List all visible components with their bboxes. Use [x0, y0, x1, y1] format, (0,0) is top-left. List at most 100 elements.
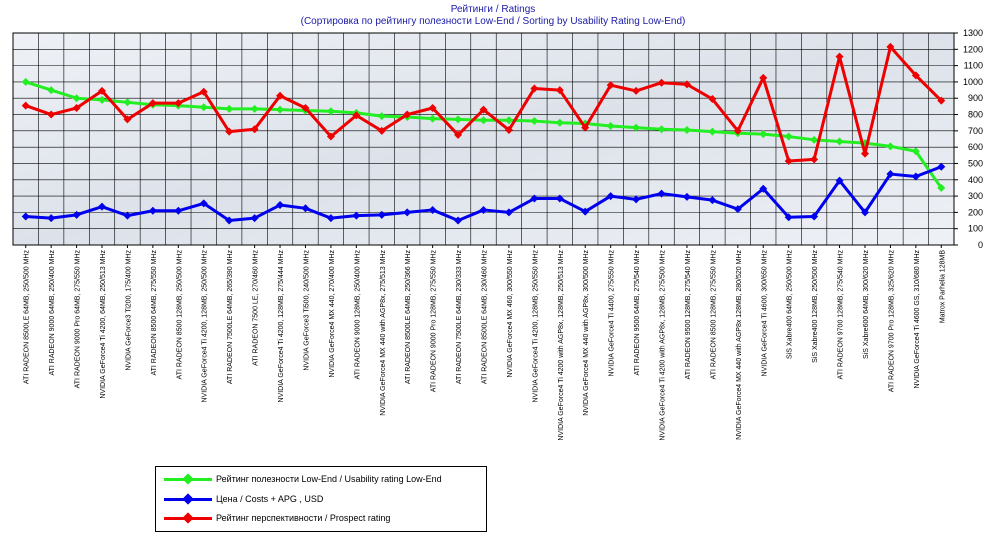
y-tick-label: 800 — [968, 110, 983, 120]
data-point — [377, 210, 386, 219]
data-point — [301, 204, 310, 213]
x-tick-label: ATI RADEON 8500LE 64MB, 250/366 MHz — [405, 250, 412, 385]
y-tick-label: 600 — [968, 142, 983, 152]
data-point — [276, 105, 285, 114]
x-tick-label: NVIDIA GeForce4 MX 440 with AGP8x, 275/5… — [380, 250, 387, 416]
x-tick-label: NVIDIA GeForce4 Ti 4600 GS, 310/680 MHz — [914, 250, 921, 389]
data-point — [72, 94, 81, 103]
data-point — [454, 216, 463, 225]
data-point — [784, 132, 793, 141]
data-point — [326, 107, 335, 116]
data-point — [352, 211, 361, 220]
x-tick-label: ATI RADEON 8500LE 64MB, 250/500 MHz — [24, 250, 31, 385]
data-point — [657, 78, 666, 87]
data-point — [250, 104, 259, 113]
data-point — [479, 116, 488, 125]
x-tick-label: ATI RADEON 9500 64MB, 275/540 MHz — [634, 250, 641, 376]
legend-swatch-green — [164, 472, 212, 486]
chart-title: Рейтинги / Ratings — [450, 4, 536, 15]
data-point — [708, 196, 717, 205]
data-point — [98, 86, 107, 95]
data-point — [428, 104, 437, 113]
x-tick-label: NVIDIA GeForce4 Ti 4200 with AGP8x, 128M… — [558, 250, 565, 441]
data-point — [835, 52, 844, 61]
y-tick-label: 300 — [968, 191, 983, 201]
data-point — [632, 86, 641, 95]
y-tick-label: 1300 — [963, 28, 983, 38]
data-point — [657, 189, 666, 198]
data-point — [454, 115, 463, 124]
data-point — [403, 110, 412, 119]
x-tick-label: NVIDIA GeForce4 Ti 4200 with AGP8x, 128M… — [660, 250, 667, 441]
data-point — [555, 118, 564, 127]
data-point — [759, 73, 768, 82]
data-point — [555, 86, 564, 95]
data-point — [21, 77, 30, 86]
data-point — [784, 157, 793, 166]
x-tick-label: ATI RADEON 7500 LE, 270/460 MHz — [253, 250, 260, 366]
data-point — [937, 162, 946, 171]
legend-item-prospect: Рейтинг перспективности / Prospect ratin… — [164, 511, 390, 525]
data-point — [326, 132, 335, 141]
y-tick-label: 1000 — [963, 77, 983, 87]
data-point — [911, 172, 920, 181]
x-tick-label: ATI RADEON 9000 128MB, 250/400 MHz — [354, 250, 361, 380]
data-point — [733, 126, 742, 135]
data-point — [148, 99, 157, 108]
data-point — [860, 149, 869, 158]
data-point — [810, 212, 819, 221]
data-point — [606, 192, 615, 201]
data-point — [403, 208, 412, 217]
x-tick-label: ATI RADEON 7500LE 64MB, 265/390 MHz — [227, 250, 234, 385]
y-tick-label: 900 — [968, 93, 983, 103]
chart-subtitle: (Сортировка по рейтингу полезности Low-E… — [300, 16, 686, 27]
data-point — [911, 147, 920, 156]
data-point — [504, 208, 513, 217]
data-point — [860, 208, 869, 217]
data-point — [47, 86, 56, 95]
data-point — [835, 176, 844, 185]
legend-item-usability: Рейтинг полезности Low-End / Usability r… — [164, 472, 442, 486]
data-point — [377, 112, 386, 121]
y-tick-label: 700 — [968, 126, 983, 136]
data-point — [886, 170, 895, 179]
data-point — [784, 213, 793, 222]
data-point — [174, 99, 183, 108]
data-point — [72, 210, 81, 219]
data-point — [377, 126, 386, 135]
legend-item-cost: Цена / Costs + APG , USD — [164, 492, 323, 506]
x-tick-label: SiS Xabre400 128MB, 250/500 MHz — [812, 250, 819, 363]
y-tick-label: 400 — [968, 175, 983, 185]
data-point — [72, 104, 81, 113]
data-point — [911, 71, 920, 80]
data-point — [810, 155, 819, 164]
data-point — [174, 206, 183, 215]
x-tick-label: ATI RADEON 8500 128MB, 250/500 MHz — [176, 250, 183, 380]
data-point — [682, 192, 691, 201]
data-point — [733, 205, 742, 214]
data-point — [479, 205, 488, 214]
data-point — [886, 42, 895, 51]
data-point — [530, 84, 539, 93]
x-tick-label: ATI RADEON 8500 64MB, 275/550 MHz — [151, 250, 158, 376]
data-point — [454, 130, 463, 139]
x-tick-label: NVIDIA GeForce4 Ti 4200, 64MB, 250/513 M… — [100, 250, 107, 399]
data-point — [148, 206, 157, 215]
data-point — [225, 127, 234, 136]
x-tick-label: ATI RADEON 9000 64MB, 250/400 MHz — [49, 250, 56, 376]
x-tick-label: ATI RADEON 9700 Pro 128MB, 325/620 MHz — [888, 250, 895, 393]
data-point — [428, 205, 437, 214]
x-tick-label: NVIDIA GeForce4 Ti 4200, 128MB, 275/444 … — [278, 250, 285, 403]
data-point — [352, 111, 361, 120]
legend-label: Рейтинг полезности Low-End / Usability r… — [216, 474, 442, 484]
data-point — [98, 202, 107, 211]
legend-label: Рейтинг перспективности / Prospect ratin… — [216, 513, 391, 523]
data-point — [759, 184, 768, 193]
x-tick-label: ATI RADEON 8500LE 64MB, 230/460 MHz — [482, 250, 489, 385]
data-point — [199, 199, 208, 208]
x-tick-label: NVIDIA GeForce4 Ti 4400, 275/550 MHz — [609, 250, 616, 377]
data-point — [835, 137, 844, 146]
data-point — [708, 95, 717, 104]
x-tick-label: NVIDIA GeForce4 MX 460, 300/550 MHz — [507, 250, 514, 378]
data-point — [504, 126, 513, 135]
